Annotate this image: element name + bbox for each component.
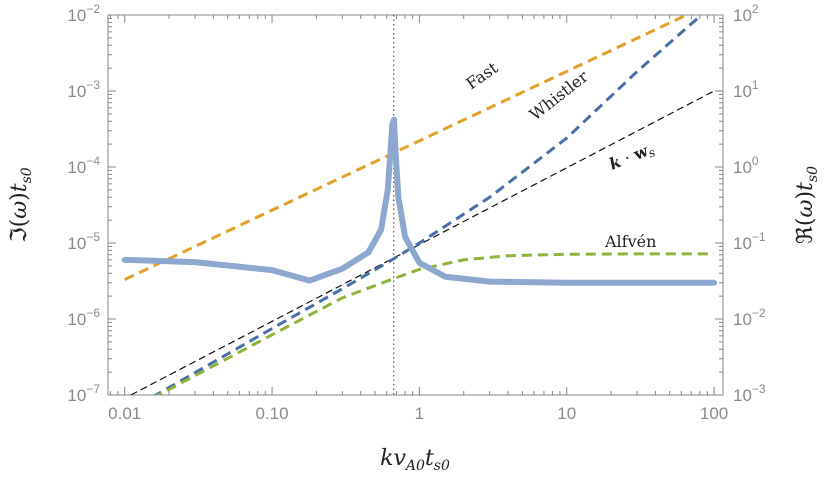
y-right-tick-label: 101 bbox=[733, 78, 759, 101]
y-right-tick-label: 102 bbox=[733, 2, 759, 25]
y-left-tick-label: 10−2 bbox=[67, 2, 100, 25]
series-whistler-line bbox=[153, 15, 703, 395]
label-alfven: Alfvén bbox=[604, 232, 656, 251]
x-tick-label: 100 bbox=[700, 404, 728, 423]
label-kws: k · ws bbox=[606, 139, 657, 176]
y-right-tick-label: 10−2 bbox=[733, 306, 766, 329]
label-whistler: Whistler bbox=[526, 67, 592, 125]
y-left-tick-label: 10−4 bbox=[67, 154, 100, 177]
series-growth-rate-line bbox=[121, 116, 718, 286]
plot-frame bbox=[107, 14, 724, 396]
tick-labels: 0.01 0.10 1 10 100 10−7 10−6 10−5 10−4 10−3 10−2 10… bbox=[67, 2, 766, 423]
x-tick-label: 1 bbox=[415, 404, 424, 423]
plot-border bbox=[107, 14, 724, 396]
tick-marks bbox=[108, 14, 723, 396]
y-left-tick-label: 10−7 bbox=[67, 382, 100, 405]
series-alfv-n-line bbox=[155, 252, 715, 395]
y-right-tick-label: 100 bbox=[733, 154, 759, 177]
x-axis-label: kvA0ts0 bbox=[380, 446, 450, 474]
series-group bbox=[121, 15, 718, 395]
y-left-tick-label: 10−5 bbox=[67, 230, 100, 253]
y-axis-left-label: ℑ(ω)ts0 bbox=[7, 167, 35, 243]
label-fast: Fast bbox=[462, 58, 501, 94]
series-fast-line bbox=[124, 15, 688, 281]
y-right-tick-label: 10−1 bbox=[733, 230, 766, 253]
y-right-tick-label: 10−3 bbox=[733, 382, 766, 405]
y-left-tick-label: 10−6 bbox=[67, 306, 100, 329]
y-axis-right-label: ℜ(ω)ts0 bbox=[793, 166, 821, 244]
x-tick-label: 10 bbox=[557, 404, 576, 423]
x-tick-label: 0.10 bbox=[256, 404, 289, 423]
y-left-tick-label: 10−3 bbox=[67, 78, 100, 101]
x-tick-label: 0.01 bbox=[108, 404, 141, 423]
